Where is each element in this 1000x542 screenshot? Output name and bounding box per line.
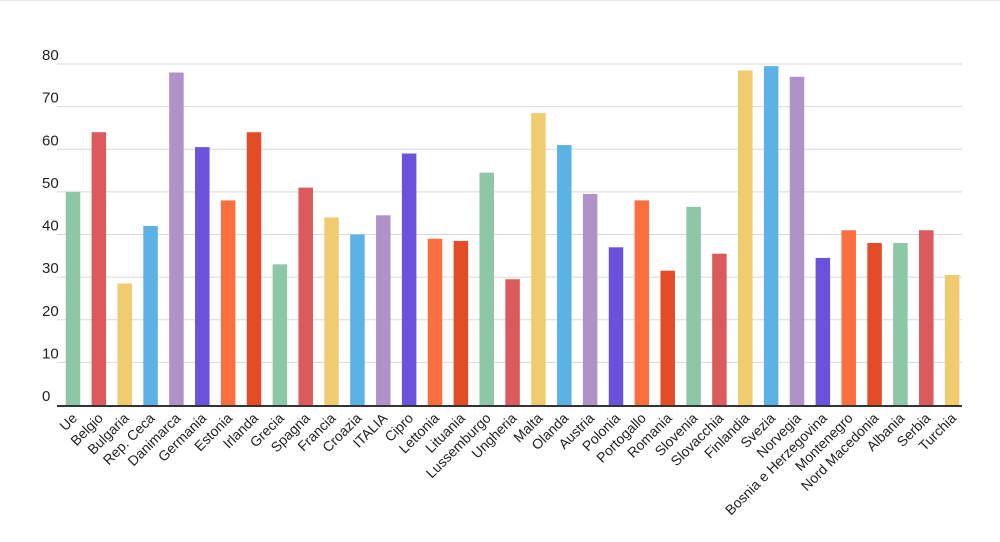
bar-portogallo (634, 200, 650, 405)
bar-bosnia-e-herzegovina (815, 257, 831, 405)
bar-ue (65, 191, 81, 405)
bar-ungheria (505, 279, 520, 405)
y-tick-label: 40 (42, 218, 59, 235)
bar-estonia (220, 200, 236, 405)
bar-germania (195, 147, 210, 405)
bar-bulgaria (117, 283, 132, 405)
bar-nord-macedonia (867, 243, 882, 405)
y-tick-label: 60 (42, 132, 59, 149)
bar-rep-ceca (143, 225, 158, 405)
y-tick-label: 50 (42, 175, 59, 192)
bar-serbia (919, 230, 934, 405)
bar-irlanda (246, 132, 262, 405)
y-tick-label: 30 (42, 260, 59, 277)
bar-norvegia (789, 76, 805, 405)
bars (65, 66, 960, 406)
bar-lettonia (427, 238, 443, 405)
bar-malta (531, 113, 546, 406)
y-tick-label: 0 (42, 388, 50, 405)
bar-grecia (272, 264, 288, 405)
bar-austria (582, 194, 598, 405)
bar-lussemburgo (479, 172, 494, 405)
bar-romania (660, 270, 675, 405)
bar-cipro (401, 153, 417, 405)
bar-montenegro (841, 230, 856, 405)
bar-belgio (91, 132, 107, 405)
bar-danimarca (169, 72, 184, 406)
bar-slovenia (686, 206, 701, 405)
bar-lituania (453, 240, 469, 405)
y-axis-ticks: 0 10 20 30 40 50 60 70 80 (42, 47, 59, 405)
bar-spagna (298, 187, 313, 405)
bar-francia (324, 217, 339, 405)
bar-turchia (944, 274, 960, 405)
bar-slovacchia (712, 253, 727, 405)
bar-svezia (763, 66, 779, 405)
y-tick-label: 10 (42, 345, 59, 362)
bar-albania (893, 243, 908, 405)
bar-italia (376, 215, 391, 405)
bar-polonia (608, 247, 624, 405)
y-tick-label: 20 (42, 303, 59, 320)
bar-olanda (557, 144, 572, 406)
bar-finlandia (738, 70, 753, 406)
bar-croazia (350, 234, 365, 405)
y-tick-label: 80 (42, 47, 59, 64)
y-tick-label: 70 (42, 90, 59, 107)
